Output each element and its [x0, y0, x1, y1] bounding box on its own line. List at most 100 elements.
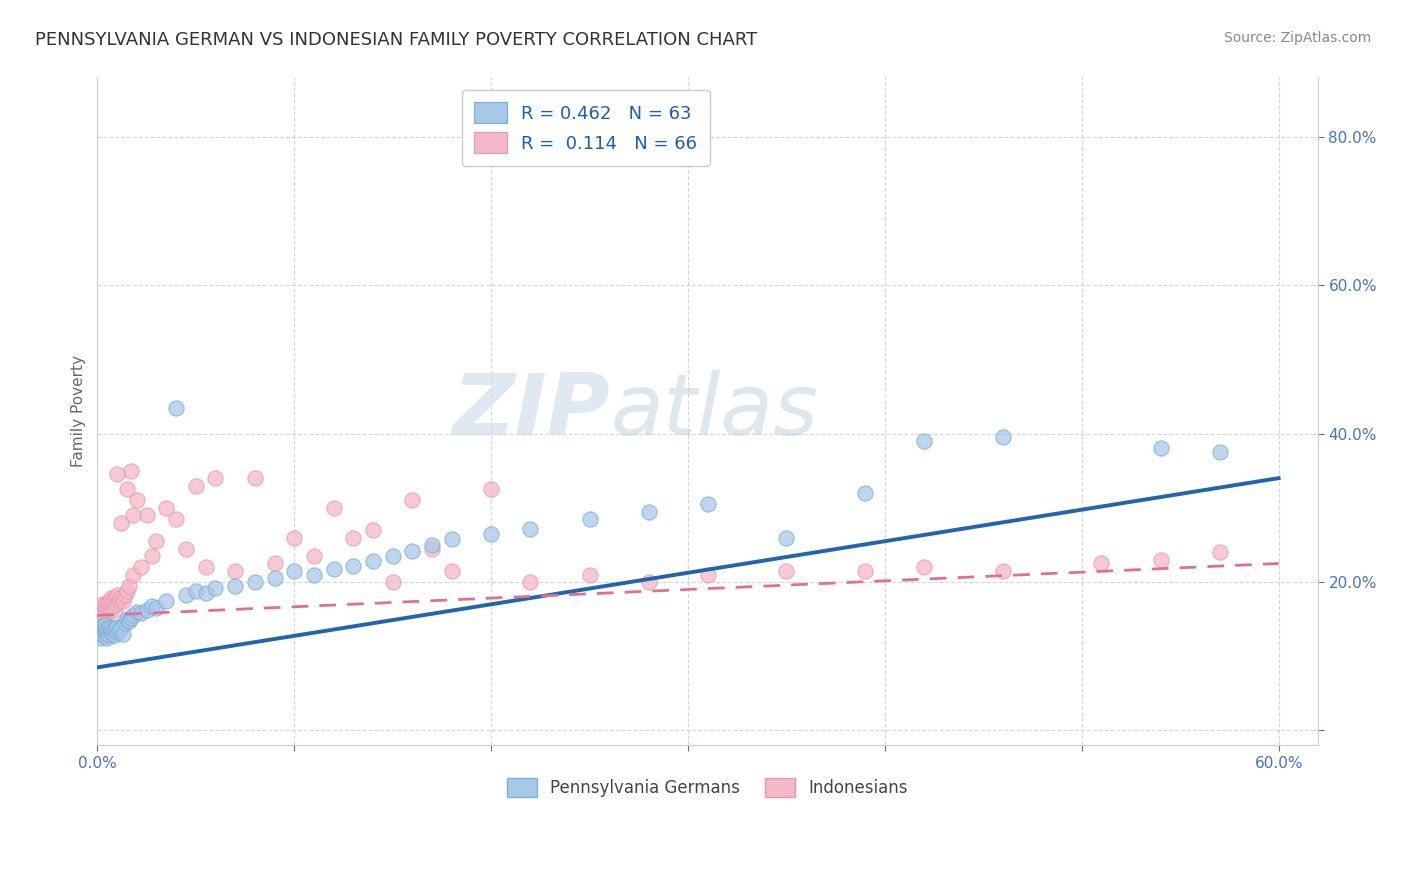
Point — [194, 560, 217, 574]
Point — [94, 621, 117, 635]
Point — [155, 500, 177, 515]
Point — [243, 575, 266, 590]
Point — [302, 549, 325, 563]
Point — [519, 522, 541, 536]
Point — [440, 564, 463, 578]
Point — [381, 575, 404, 590]
Point — [125, 605, 148, 619]
Point — [155, 593, 177, 607]
Point — [1090, 557, 1112, 571]
Point — [101, 627, 124, 641]
Point — [100, 621, 122, 635]
Point — [174, 541, 197, 556]
Point — [105, 625, 128, 640]
Point — [115, 583, 138, 598]
Point — [141, 549, 163, 563]
Point — [991, 564, 1014, 578]
Point — [90, 608, 112, 623]
Point — [342, 531, 364, 545]
Point — [121, 508, 143, 523]
Point — [174, 588, 197, 602]
Point — [94, 599, 117, 613]
Point — [121, 608, 143, 623]
Point — [775, 531, 797, 545]
Text: PENNSYLVANIA GERMAN VS INDONESIAN FAMILY POVERTY CORRELATION CHART: PENNSYLVANIA GERMAN VS INDONESIAN FAMILY… — [35, 31, 758, 49]
Point — [1149, 442, 1171, 456]
Point — [401, 493, 423, 508]
Text: atlas: atlas — [610, 370, 818, 453]
Point — [637, 504, 659, 518]
Point — [342, 558, 364, 573]
Text: Source: ZipAtlas.com: Source: ZipAtlas.com — [1223, 31, 1371, 45]
Point — [114, 615, 136, 630]
Point — [381, 549, 404, 563]
Point — [101, 624, 124, 638]
Point — [100, 625, 122, 640]
Point — [90, 619, 112, 633]
Point — [105, 597, 128, 611]
Point — [184, 478, 207, 492]
Point — [302, 567, 325, 582]
Point — [145, 534, 167, 549]
Point — [145, 601, 167, 615]
Point — [111, 627, 134, 641]
Point — [135, 603, 157, 617]
Point — [98, 628, 121, 642]
Point — [89, 605, 111, 619]
Point — [96, 606, 118, 620]
Point — [98, 601, 121, 615]
Point — [322, 500, 344, 515]
Point — [94, 625, 117, 640]
Point — [1208, 445, 1230, 459]
Point — [578, 512, 600, 526]
Point — [479, 483, 502, 497]
Point — [401, 544, 423, 558]
Point — [637, 575, 659, 590]
Point — [105, 619, 128, 633]
Point — [141, 599, 163, 613]
Point — [1208, 545, 1230, 559]
Point — [100, 603, 122, 617]
Point — [912, 560, 935, 574]
Point — [263, 571, 285, 585]
Text: ZIP: ZIP — [453, 370, 610, 453]
Point — [110, 590, 132, 604]
Point — [91, 624, 114, 638]
Point — [96, 624, 118, 638]
Point — [361, 523, 384, 537]
Point — [194, 586, 217, 600]
Point — [94, 603, 117, 617]
Point — [115, 483, 138, 497]
Point — [578, 567, 600, 582]
Point — [853, 564, 876, 578]
Point — [853, 486, 876, 500]
Point — [912, 434, 935, 448]
Point — [91, 606, 114, 620]
Point — [110, 621, 132, 635]
Point — [96, 596, 118, 610]
Point — [104, 621, 127, 635]
Point — [104, 603, 127, 617]
Point — [263, 557, 285, 571]
Point — [165, 401, 187, 415]
Point — [98, 593, 121, 607]
Point — [322, 562, 344, 576]
Point — [1149, 553, 1171, 567]
Point — [108, 624, 131, 638]
Point — [204, 581, 226, 595]
Point — [89, 627, 111, 641]
Point — [129, 560, 152, 574]
Point — [479, 526, 502, 541]
Point — [91, 628, 114, 642]
Point — [224, 579, 246, 593]
Point — [114, 588, 136, 602]
Point — [108, 593, 131, 607]
Point — [120, 464, 142, 478]
Point — [104, 591, 127, 606]
Point — [184, 583, 207, 598]
Point — [243, 471, 266, 485]
Point — [101, 599, 124, 613]
Point — [91, 597, 114, 611]
Point — [224, 564, 246, 578]
Point — [696, 567, 718, 582]
